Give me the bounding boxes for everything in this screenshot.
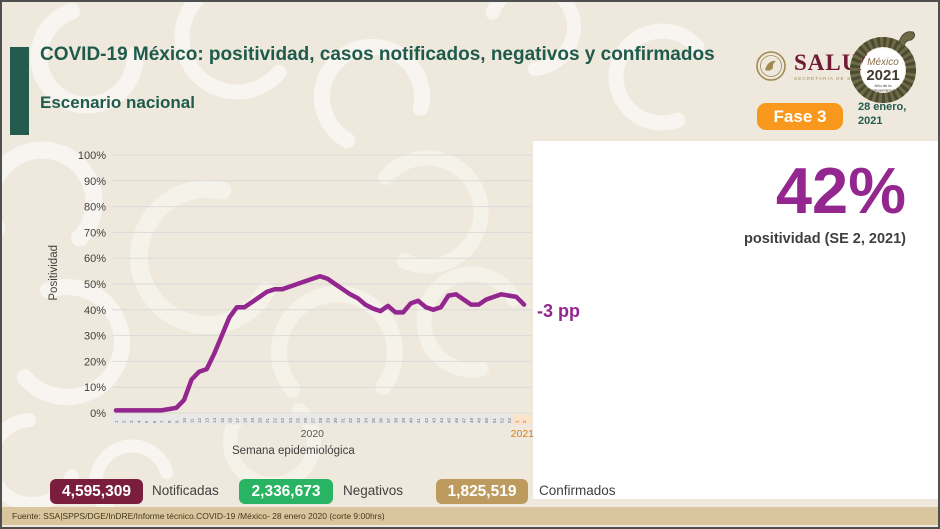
svg-text:9: 9 bbox=[174, 420, 179, 423]
svg-text:49: 49 bbox=[477, 417, 482, 423]
svg-text:51: 51 bbox=[492, 417, 497, 423]
svg-text:1: 1 bbox=[514, 420, 519, 423]
svg-text:17: 17 bbox=[235, 417, 240, 423]
svg-text:2021: 2021 bbox=[511, 428, 535, 440]
svg-text:27: 27 bbox=[310, 417, 315, 423]
svg-text:30%: 30% bbox=[84, 331, 106, 343]
page-title: COVID-19 México: positividad, casos noti… bbox=[40, 44, 715, 65]
svg-text:48: 48 bbox=[469, 417, 474, 423]
svg-text:0%: 0% bbox=[90, 408, 106, 420]
svg-text:80%: 80% bbox=[84, 202, 106, 214]
svg-text:15: 15 bbox=[220, 417, 225, 423]
svg-text:32: 32 bbox=[348, 417, 353, 423]
svg-text:10: 10 bbox=[182, 417, 187, 423]
svg-text:40: 40 bbox=[409, 417, 414, 423]
svg-text:10%: 10% bbox=[84, 382, 106, 394]
svg-text:14: 14 bbox=[212, 417, 217, 423]
report-date: 28 enero, 2021 bbox=[858, 101, 907, 127]
svg-text:20%: 20% bbox=[84, 356, 106, 368]
salud-eagle-icon bbox=[756, 51, 786, 81]
svg-text:7: 7 bbox=[159, 420, 164, 423]
page-subtitle: Escenario nacional bbox=[40, 93, 195, 112]
source-footer: Fuente: SSA|SPPS/DGE/InDRE/Informe técni… bbox=[2, 507, 938, 525]
svg-text:16: 16 bbox=[227, 417, 232, 423]
notified-count-label: Notificadas bbox=[152, 483, 219, 498]
svg-text:53: 53 bbox=[507, 417, 512, 423]
logo-mexico-text: México bbox=[867, 57, 899, 68]
svg-text:41: 41 bbox=[416, 417, 421, 423]
svg-text:1: 1 bbox=[114, 420, 119, 423]
logo-year-text: 2021 bbox=[866, 67, 899, 84]
svg-text:19: 19 bbox=[250, 417, 255, 423]
positivity-line-chart: 0%10%20%30%40%50%60%70%80%90%100%2020 202… bbox=[78, 150, 535, 440]
confirmed-count-label: Confirmados bbox=[539, 483, 616, 498]
title-accent-bar bbox=[10, 47, 29, 135]
svg-text:26: 26 bbox=[303, 417, 308, 423]
svg-text:38: 38 bbox=[394, 417, 399, 423]
logo-sub-text: Año de la bbox=[875, 83, 893, 88]
svg-text:70%: 70% bbox=[84, 227, 106, 239]
svg-text:11: 11 bbox=[190, 418, 195, 423]
positivity-kpi-label: positividad (SE 2, 2021) bbox=[744, 231, 906, 247]
svg-text:40%: 40% bbox=[84, 305, 106, 317]
svg-text:2020: 2020 bbox=[301, 428, 325, 440]
svg-text:29: 29 bbox=[326, 417, 331, 423]
svg-text:Independencia: Independencia bbox=[870, 88, 897, 93]
change-annotation: -3 pp bbox=[537, 301, 580, 321]
svg-text:42: 42 bbox=[424, 417, 429, 423]
svg-text:4: 4 bbox=[137, 420, 142, 423]
positivity-kpi-value: 42% bbox=[775, 154, 906, 227]
phase-badge: Fase 3 bbox=[757, 103, 843, 130]
svg-text:44: 44 bbox=[439, 417, 444, 423]
mexico-2021-logo: México 2021 Año de la Independencia bbox=[850, 31, 916, 103]
svg-text:60%: 60% bbox=[84, 253, 106, 265]
notified-count-badge: 4,595,309 bbox=[50, 479, 143, 504]
svg-text:25: 25 bbox=[295, 417, 300, 423]
svg-text:13: 13 bbox=[205, 417, 210, 423]
svg-text:34: 34 bbox=[363, 417, 368, 423]
salud-subtitle: SECRETARÍA DE SALUD bbox=[794, 76, 868, 81]
svg-text:5: 5 bbox=[144, 420, 149, 423]
svg-text:22: 22 bbox=[273, 417, 278, 423]
svg-text:33: 33 bbox=[356, 417, 361, 423]
svg-text:50: 50 bbox=[484, 417, 489, 423]
svg-text:3: 3 bbox=[129, 420, 134, 423]
svg-text:6: 6 bbox=[152, 420, 157, 423]
svg-text:24: 24 bbox=[288, 417, 293, 423]
svg-text:18: 18 bbox=[242, 417, 247, 423]
svg-text:43: 43 bbox=[431, 417, 436, 423]
svg-text:8: 8 bbox=[167, 420, 172, 423]
svg-text:100%: 100% bbox=[78, 150, 106, 162]
svg-text:20: 20 bbox=[258, 417, 263, 423]
svg-text:39: 39 bbox=[401, 417, 406, 423]
svg-text:2: 2 bbox=[122, 420, 127, 423]
svg-text:90%: 90% bbox=[84, 176, 106, 188]
kpi-panel bbox=[533, 141, 938, 499]
svg-text:31: 31 bbox=[341, 417, 346, 423]
svg-text:21: 21 bbox=[265, 417, 270, 423]
svg-text:50%: 50% bbox=[84, 279, 106, 291]
svg-text:52: 52 bbox=[499, 417, 504, 423]
negative-count-label: Negativos bbox=[343, 483, 404, 498]
x-axis-label: Semana epidemiológica bbox=[232, 445, 355, 457]
svg-text:37: 37 bbox=[386, 417, 391, 423]
svg-text:47: 47 bbox=[462, 417, 467, 423]
y-axis-label: Positividad bbox=[48, 245, 60, 301]
svg-text:36: 36 bbox=[378, 417, 383, 423]
confirmed-count-badge: 1,825,519 bbox=[436, 479, 528, 504]
svg-text:30: 30 bbox=[333, 417, 338, 423]
svg-text:28: 28 bbox=[318, 417, 323, 423]
svg-text:2: 2 bbox=[522, 420, 527, 423]
negative-count-badge: 2,336,673 bbox=[239, 479, 333, 504]
svg-text:23: 23 bbox=[280, 417, 285, 423]
svg-text:46: 46 bbox=[454, 417, 459, 423]
svg-text:45: 45 bbox=[446, 417, 451, 423]
svg-text:35: 35 bbox=[371, 417, 376, 423]
svg-text:12: 12 bbox=[197, 417, 202, 423]
